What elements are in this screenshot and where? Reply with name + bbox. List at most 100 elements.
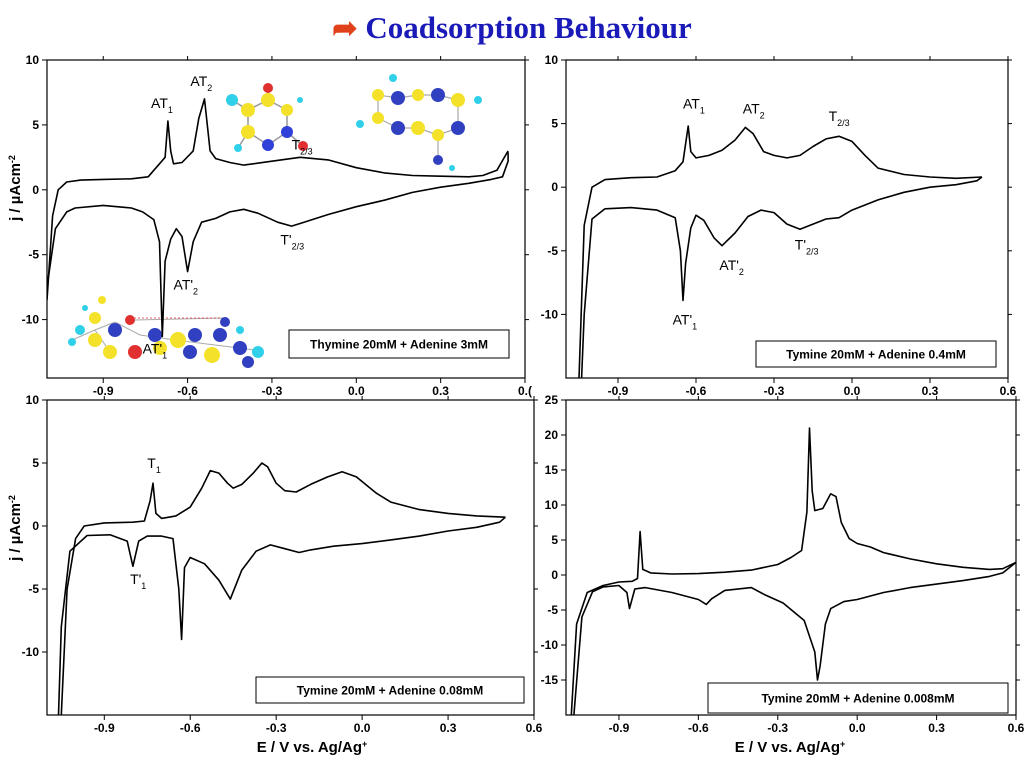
y-tick-label: 0 xyxy=(32,519,39,533)
peak-label-main: AT' xyxy=(143,340,163,356)
x-axis-label-main: E / V vs. Ag/Ag xyxy=(735,739,840,756)
legend-box xyxy=(255,676,525,704)
x-tick-label: -0.6 xyxy=(686,384,707,398)
x-tick-label: 0.6 xyxy=(1008,721,1024,735)
x-tick-label: 0.6 xyxy=(526,721,543,735)
peak-label-main: AT' xyxy=(174,277,194,293)
y-tick-label: 25 xyxy=(545,393,559,407)
x-tick-label: 0.3 xyxy=(928,721,945,735)
cv-curve-cathodic xyxy=(57,516,506,715)
peak-label-subscript: 1 xyxy=(692,322,697,332)
cv-curve-anodic xyxy=(570,427,1016,715)
peak-label-subscript: 1 xyxy=(162,350,167,360)
cv-curve-anodic xyxy=(578,125,983,378)
cv-curve-anodic xyxy=(47,98,509,301)
plot-frame xyxy=(565,59,1009,379)
x-tick-label: -0.3 xyxy=(767,721,788,735)
x-tick-label: -0.3 xyxy=(262,384,283,398)
peak-label-main: T xyxy=(829,108,838,124)
y-tick-label: 5 xyxy=(32,118,39,132)
peak-label-subscript: 1 xyxy=(700,105,705,115)
y-tick-label: 15 xyxy=(545,463,559,477)
peak-label: AT'2 xyxy=(174,277,199,297)
curved-arrow-icon: ➦ xyxy=(332,12,358,45)
x-tick-label: 0.0 xyxy=(849,721,866,735)
y-tick-label: 20 xyxy=(545,428,559,442)
molecule-adenine-icon xyxy=(356,74,482,171)
x-axis-label-superscript: + xyxy=(362,739,367,749)
peak-label: AT1 xyxy=(683,95,705,115)
y-axis-label-main: j / µAcm xyxy=(7,503,24,562)
y-tick-label: -15 xyxy=(541,673,559,687)
y-axis-label-superscript: -2 xyxy=(7,495,17,503)
y-tick-label: 10 xyxy=(545,53,559,67)
y-tick-label: 5 xyxy=(551,533,558,547)
y-axis-label-superscript: -2 xyxy=(7,155,17,163)
y-axis-label: j / µAcm-2 xyxy=(7,155,24,222)
peak-label-main: AT xyxy=(151,95,168,111)
peak-label-subscript: 2/3 xyxy=(292,241,305,251)
slide-title: ➦ Coadsorption Behaviour xyxy=(0,10,1024,46)
legend-box xyxy=(755,340,997,368)
plot-frame xyxy=(565,399,1017,716)
x-tick-label: -0.9 xyxy=(94,721,115,735)
y-tick-label: -10 xyxy=(541,307,559,321)
y-tick-label: -5 xyxy=(28,248,39,262)
peak-label: T2/3 xyxy=(829,108,850,128)
legend-text: Thymine 20mM + Adenine 3mM xyxy=(310,338,488,352)
x-axis-label: E / V vs. Ag/Ag+ xyxy=(735,739,846,756)
chart-panel-4: -0.9 -0.6 -0.3 0.0 0.3 0.6 25 20 15 10 5 0 -5 -10 -15 T… xyxy=(541,393,1024,756)
y-tick-label: 10 xyxy=(545,498,559,512)
legend-text: Tymine 20mM + Adenine 0.4mM xyxy=(786,348,966,362)
cv-curve-anodic xyxy=(60,462,506,715)
x-tick-label: -0.6 xyxy=(180,721,201,735)
x-tick-label: -0.9 xyxy=(608,384,629,398)
x-tick-label: 0.3 xyxy=(440,721,457,735)
legend-text: Tymine 20mM + Adenine 0.08mM xyxy=(297,684,483,698)
peak-label-subscript: 1 xyxy=(141,581,146,591)
peak-label-main: T xyxy=(147,455,156,471)
peak-label: T'1 xyxy=(130,571,146,591)
peak-label-main: AT' xyxy=(719,257,739,273)
x-tick-label: 0.3 xyxy=(432,384,449,398)
peak-label: T1 xyxy=(147,455,161,475)
x-tick-label: -0.3 xyxy=(266,721,287,735)
peak-label-main: AT xyxy=(683,95,700,111)
peak-label-main: AT xyxy=(743,100,760,116)
y-tick-label: 0 xyxy=(32,183,39,197)
peak-label: AT2 xyxy=(743,100,765,120)
molecule-base-pair-icon xyxy=(68,296,264,368)
x-tick-label: 0.0 xyxy=(354,721,371,735)
legend-box xyxy=(707,682,1009,714)
peak-label-subscript: 2 xyxy=(207,83,212,93)
molecule-thymine-icon xyxy=(226,83,308,152)
y-axis-label-main: j / µAcm xyxy=(7,163,24,222)
peak-label-subscript: 2/3 xyxy=(806,247,819,257)
peak-label-main: T' xyxy=(130,571,141,587)
peak-label: AT'2 xyxy=(719,257,744,277)
y-tick-label: -5 xyxy=(28,582,39,596)
x-axis-label-superscript: + xyxy=(840,739,845,749)
peak-label-main: AT' xyxy=(673,312,693,328)
peak-label-main: T xyxy=(292,137,301,153)
peak-label-subscript: 2 xyxy=(760,110,765,120)
x-tick-label: 0.0 xyxy=(844,384,861,398)
legend-text: Tymine 20mM + Adenine 0.008mM xyxy=(761,692,954,706)
y-tick-label: 5 xyxy=(551,117,558,131)
peak-label: AT1 xyxy=(151,95,173,115)
cv-curve-cathodic xyxy=(47,152,509,338)
y-tick-label: 10 xyxy=(26,393,40,407)
x-tick-label: -0.6 xyxy=(688,721,709,735)
y-tick-label: -5 xyxy=(547,603,558,617)
x-tick-label: 0.3 xyxy=(922,384,939,398)
peak-label: T2/3 xyxy=(292,137,313,157)
y-tick-label: 0 xyxy=(551,180,558,194)
x-tick-label: -0.9 xyxy=(93,384,114,398)
peak-label-subscript: 1 xyxy=(168,105,173,115)
chart-panel-1: -0.9 -0.6 -0.3 0.0 0.3 0.(1050-5-10AT1AT2T2/3… xyxy=(7,53,532,398)
x-tick-label: -0.9 xyxy=(609,721,630,735)
y-tick-label: -10 xyxy=(22,645,40,659)
peak-label: T'2/3 xyxy=(280,231,304,251)
y-tick-label: -10 xyxy=(22,313,40,327)
